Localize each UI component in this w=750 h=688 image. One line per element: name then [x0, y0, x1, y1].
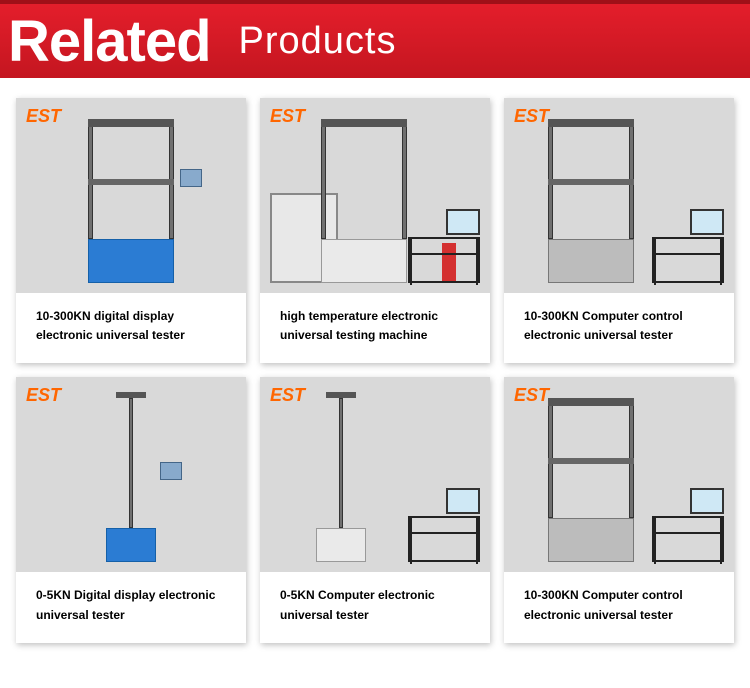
brand-logo: EST	[270, 106, 305, 127]
brand-logo: EST	[514, 385, 549, 406]
product-image: EST	[260, 377, 490, 572]
machine-icon	[321, 119, 407, 283]
machine-icon	[88, 119, 174, 283]
brand-logo: EST	[270, 385, 305, 406]
product-card[interactable]: EST 0-5KN Digital display electronic uni…	[16, 377, 246, 642]
product-label: 10-300KN Computer control electronic uni…	[504, 293, 734, 363]
product-label: 10-300KN Computer control electronic uni…	[504, 572, 734, 642]
products-grid: EST 10-300KN digital display electronic …	[0, 78, 750, 653]
machine-icon	[548, 398, 634, 562]
product-label: high temperature electronic universal te…	[260, 293, 490, 363]
product-label: 0-5KN Digital display electronic univers…	[16, 572, 246, 642]
machine-icon	[106, 392, 156, 562]
computer-desk-icon	[408, 488, 480, 562]
product-card[interactable]: EST 0-5KN Computer electronic universal …	[260, 377, 490, 642]
product-image: EST	[504, 98, 734, 293]
product-card[interactable]: EST 10-300KN Computer control electronic…	[504, 98, 734, 363]
brand-logo: EST	[514, 106, 549, 127]
product-card[interactable]: EST 10-300KN Computer control electronic…	[504, 377, 734, 642]
computer-desk-icon	[408, 209, 480, 283]
machine-icon	[548, 119, 634, 283]
product-image: EST	[16, 98, 246, 293]
header-title-main: Related	[8, 8, 211, 75]
machine-icon	[316, 392, 366, 562]
computer-desk-icon	[652, 488, 724, 562]
product-card[interactable]: EST 10-300KN digital display electronic …	[16, 98, 246, 363]
brand-logo: EST	[26, 385, 61, 406]
brand-logo: EST	[26, 106, 61, 127]
header-title-sub: Products	[239, 20, 397, 63]
product-label: 0-5KN Computer electronic universal test…	[260, 572, 490, 642]
product-image: EST	[16, 377, 246, 572]
computer-desk-icon	[652, 209, 724, 283]
product-image: EST	[260, 98, 490, 293]
product-card[interactable]: EST high temperature electronic universa…	[260, 98, 490, 363]
product-label: 10-300KN digital display electronic univ…	[16, 293, 246, 363]
product-image: EST	[504, 377, 734, 572]
header-banner: Related Products	[0, 0, 750, 78]
